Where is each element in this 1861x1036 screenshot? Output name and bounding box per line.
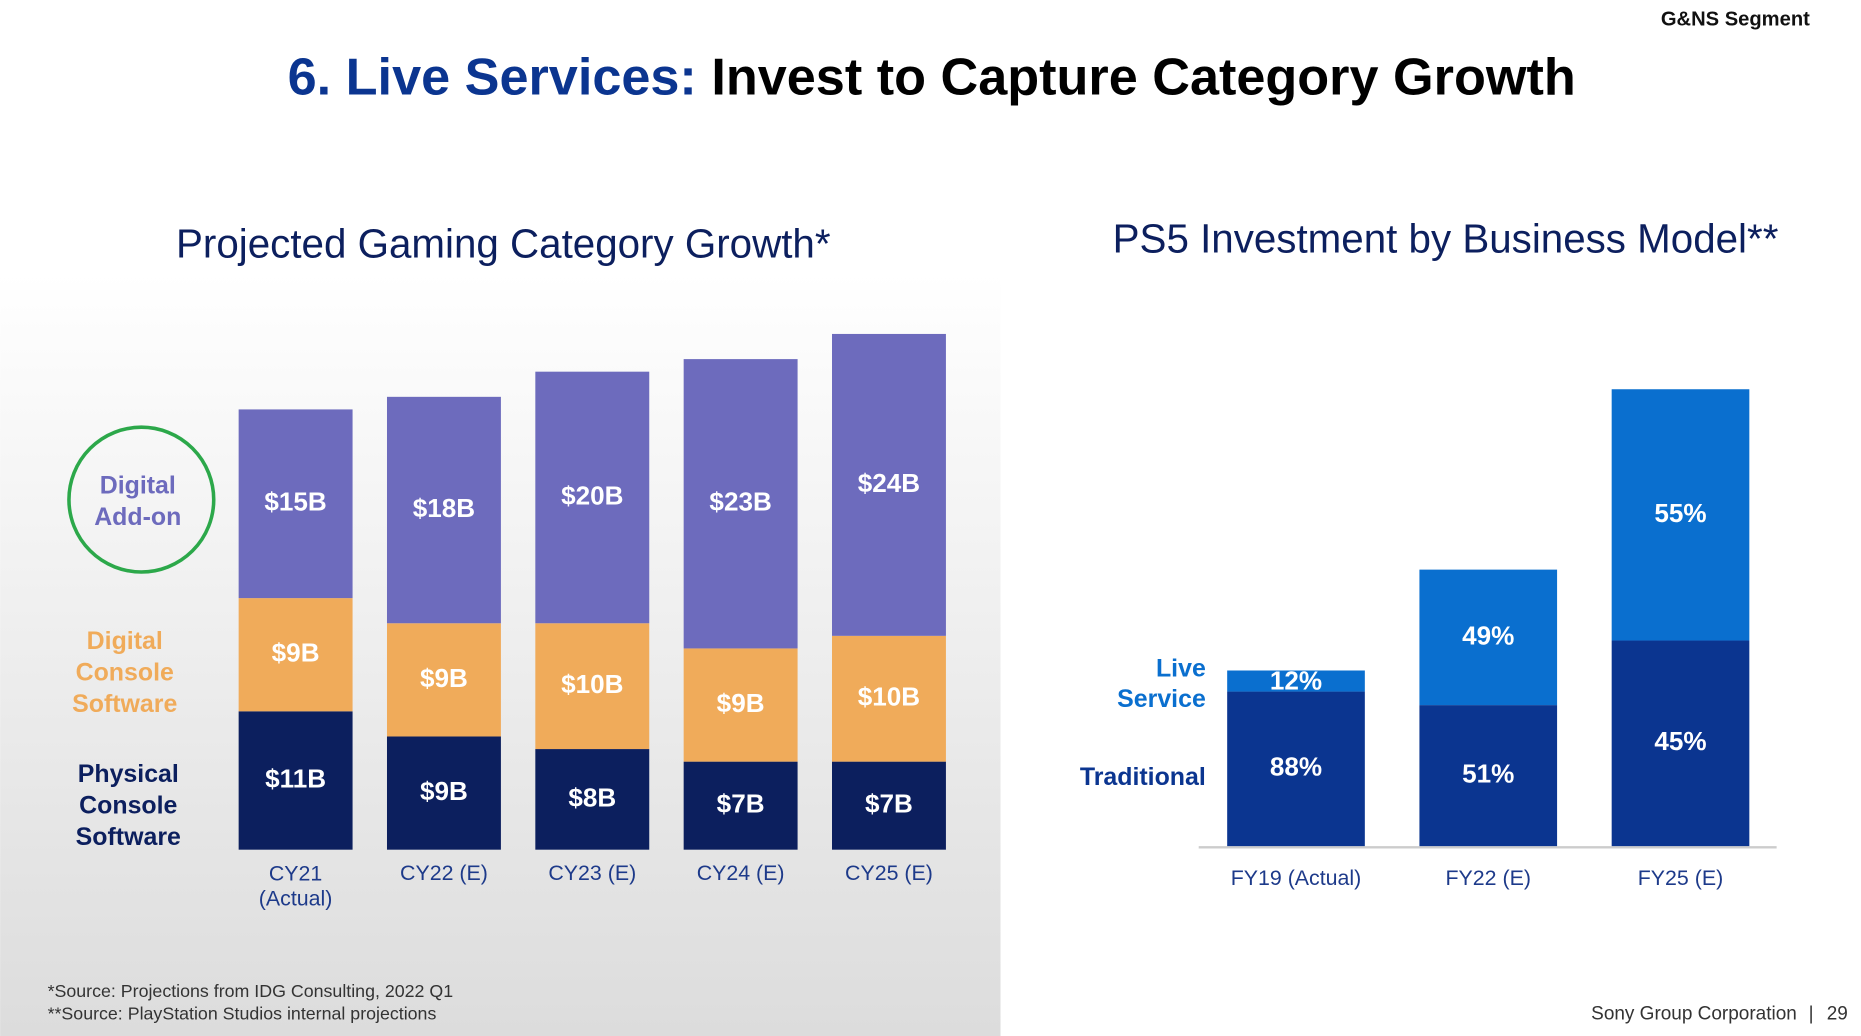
x-tick-label: FY19 (Actual) (1231, 866, 1362, 890)
legend-label: Digital Console Software (72, 627, 177, 718)
title-lead: 6. Live Services: (288, 48, 697, 106)
legend-label: Digital Add-on (94, 471, 181, 530)
x-tick-label: CY23 (E) (548, 861, 636, 885)
bar-segment (1611, 640, 1750, 847)
value-label: 45% (1654, 726, 1706, 756)
bar-segment (1419, 705, 1558, 847)
bar-segment (535, 623, 650, 750)
value-label: $7B (865, 789, 913, 819)
footer: Sony Group Corporation (1591, 1004, 1797, 1025)
bar-segment (386, 396, 501, 624)
bar-segment (1227, 691, 1365, 847)
bar-segment (386, 623, 501, 737)
bar-segment (238, 598, 353, 712)
bar-segment (1611, 389, 1750, 641)
title-rest: Invest to Capture Category Growth (711, 48, 1575, 106)
value-label: $11B (265, 763, 326, 793)
value-label: $9B (420, 776, 468, 806)
bar-segment (832, 761, 946, 850)
value-label: $8B (568, 782, 616, 812)
value-label: $24B (858, 468, 920, 498)
bar-segment (832, 333, 946, 636)
page-title: 6. Live Services: Invest to Capture Cate… (288, 48, 1576, 106)
value-label: $9B (272, 638, 320, 668)
x-tick-label: CY25 (E) (845, 861, 933, 885)
segment-label: G&NS Segment (1661, 9, 1810, 31)
x-tick-label: FY25 (E) (1638, 866, 1723, 890)
value-label: 12% (1270, 665, 1322, 695)
x-tick-label: CY22 (E) (400, 861, 488, 885)
chart-title: PS5 Investment by Business Model** (1113, 216, 1779, 262)
value-label: 55% (1654, 498, 1706, 528)
value-label: 88% (1270, 752, 1322, 782)
bar-segment (238, 711, 353, 850)
value-label: $18B (413, 493, 475, 523)
page-number: 29 (1827, 1004, 1848, 1025)
bar-segment (535, 371, 650, 624)
footer-separator: | (1809, 1004, 1814, 1025)
x-tick-label: CY24 (E) (697, 861, 785, 885)
bar-segment (238, 409, 353, 599)
chart-title: Projected Gaming Category Growth* (176, 220, 831, 266)
bar-segment (386, 736, 501, 850)
bar-segment (1227, 670, 1365, 692)
legend-label: Live Service (1117, 654, 1206, 713)
value-label: $15B (264, 487, 326, 517)
x-tick-label: FY22 (E) (1446, 866, 1531, 890)
value-label: $9B (717, 688, 765, 718)
bar-segment (832, 635, 946, 762)
legend-label: Traditional (1080, 763, 1206, 791)
bar-segment (1419, 569, 1558, 706)
value-label: $9B (420, 663, 468, 693)
highlight-circle (67, 425, 216, 574)
footnote: **Source: PlayStation Studios internal p… (48, 1003, 437, 1023)
bar-segment (535, 749, 650, 850)
footnote: *Source: Projections from IDG Consulting… (48, 981, 454, 1001)
bar-segment (683, 761, 798, 850)
value-label: 51% (1462, 759, 1514, 789)
value-label: $10B (858, 682, 920, 712)
value-label: $10B (561, 669, 623, 699)
bar-segment (683, 648, 798, 762)
bar-segment (683, 359, 798, 649)
value-label: $23B (709, 487, 771, 517)
legend-label: Physical Console Software (76, 760, 181, 851)
value-label: $20B (561, 480, 623, 510)
value-label: 49% (1462, 620, 1514, 650)
x-tick-label: CY21 (Actual) (259, 861, 333, 910)
value-label: $7B (717, 789, 765, 819)
